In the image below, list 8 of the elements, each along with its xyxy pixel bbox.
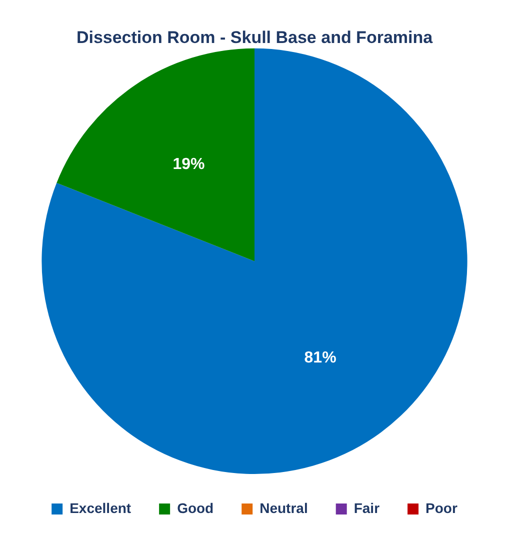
legend-label: Excellent (70, 500, 132, 516)
chart-title: Dissection Room - Skull Base and Foramina (76, 28, 434, 47)
legend-label: Fair (354, 500, 380, 516)
data-label: 81% (304, 349, 336, 366)
legend-label: Good (177, 500, 214, 516)
data-label: 19% (172, 156, 205, 173)
legend-label: Neutral (260, 500, 308, 516)
legend-label: Poor (426, 500, 458, 516)
